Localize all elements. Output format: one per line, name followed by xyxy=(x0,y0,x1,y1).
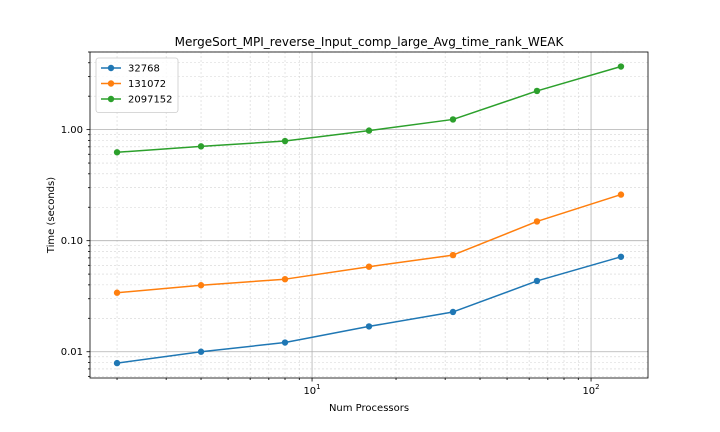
legend: 32768 131072 2097152 xyxy=(95,57,179,113)
data-point-2097152 xyxy=(617,63,625,70)
grid xyxy=(90,51,648,378)
data-point-2097152 xyxy=(113,149,121,156)
y-tick-label: 0.01 xyxy=(61,347,83,358)
data-point-32768 xyxy=(617,253,625,260)
data-point-131072 xyxy=(617,191,625,198)
data-point-32768 xyxy=(449,308,457,316)
data-point-2097152 xyxy=(449,116,457,123)
data-point-131072 xyxy=(365,263,373,270)
data-point-32768 xyxy=(281,339,289,346)
y-axis-label: Time (seconds) xyxy=(46,177,57,254)
data-point-131072 xyxy=(281,275,289,283)
legend-swatch-marker xyxy=(107,95,115,103)
data-point-131072 xyxy=(533,218,541,225)
plot-frame xyxy=(89,51,649,379)
plot-lines xyxy=(113,63,625,367)
x-axis-label: Num Processors xyxy=(329,403,409,414)
data-point-32768 xyxy=(197,348,205,355)
data-point-2097152 xyxy=(365,127,373,134)
legend-swatch-marker xyxy=(107,80,115,87)
y-tick-label: 0.10 xyxy=(61,236,83,247)
legend-swatch-marker xyxy=(107,64,115,72)
chart-title: MergeSort_MPI_reverse_Input_comp_large_A… xyxy=(175,35,565,49)
axes: 101 102 0.01 0.10 1.00 xyxy=(61,51,600,397)
data-point-32768 xyxy=(365,323,373,330)
x-tick-label: 101 xyxy=(303,383,320,397)
data-point-131072 xyxy=(449,251,457,259)
data-point-2097152 xyxy=(197,143,205,150)
data-point-32768 xyxy=(113,359,121,367)
y-tick-label: 1.00 xyxy=(61,125,83,136)
legend-label: 2097152 xyxy=(128,95,173,106)
x-tick-label: 102 xyxy=(582,383,599,397)
legend-label: 32768 xyxy=(128,64,160,75)
data-point-2097152 xyxy=(533,87,541,95)
data-point-131072 xyxy=(197,282,205,289)
data-point-2097152 xyxy=(281,137,289,145)
data-point-131072 xyxy=(113,289,121,296)
legend-label: 131072 xyxy=(128,79,166,90)
data-point-32768 xyxy=(533,277,541,285)
